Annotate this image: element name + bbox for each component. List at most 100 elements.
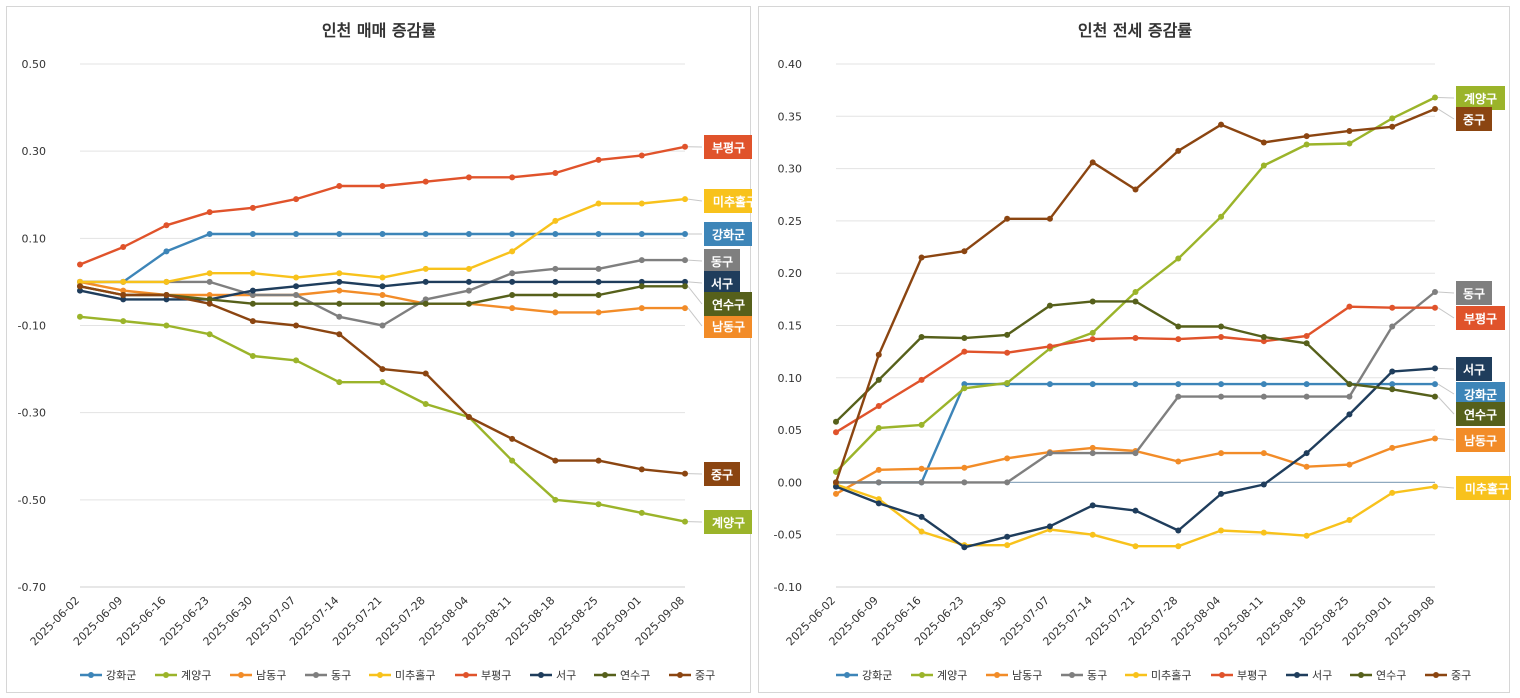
y-tick-label: 0.00 (778, 476, 803, 489)
series-end-label: 강화군 (1464, 387, 1497, 402)
y-tick-label: 0.40 (778, 58, 803, 71)
legend-swatch-dot (463, 672, 469, 678)
data-point (336, 379, 343, 386)
data-point (961, 385, 968, 392)
data-point (1046, 523, 1053, 530)
legend-swatch-dot (88, 672, 94, 678)
data-point (1432, 304, 1438, 311)
y-tick-label: 0.10 (22, 232, 47, 245)
data-point (1089, 444, 1096, 451)
y-tick-label: 0.30 (778, 163, 803, 176)
data-point (1303, 340, 1310, 347)
data-point (1175, 543, 1182, 550)
data-point (163, 291, 170, 298)
legend-swatch-dot (1219, 672, 1225, 678)
series-line-계양구 (79, 315, 686, 523)
data-point (1346, 303, 1353, 310)
series-end-label: 부평구 (1464, 312, 1497, 326)
data-point (249, 353, 256, 360)
data-point (336, 270, 343, 277)
data-point (552, 169, 559, 176)
data-point (1260, 338, 1267, 345)
data-point (206, 209, 213, 216)
data-point (961, 248, 968, 255)
data-point (163, 296, 170, 303)
data-point (552, 291, 559, 298)
legend-swatch-dot (1433, 672, 1439, 678)
data-point (379, 379, 386, 386)
series-end-label: 서구 (1463, 362, 1485, 377)
data-point (422, 230, 429, 237)
legend-swatch-dot (602, 672, 608, 678)
data-point (875, 351, 882, 358)
legend-swatch-dot (677, 672, 683, 678)
y-tick-label: 0.30 (22, 145, 47, 158)
data-point (249, 291, 256, 298)
data-point (1432, 94, 1438, 101)
data-point (77, 283, 83, 290)
data-point (638, 305, 645, 312)
data-point (1303, 381, 1310, 388)
data-point (595, 265, 602, 272)
label-connector (1437, 108, 1455, 120)
legend-label: 남동구 (1012, 669, 1042, 682)
data-point (1260, 481, 1267, 488)
data-point (509, 457, 516, 464)
data-point (293, 230, 300, 237)
data-point (1218, 393, 1225, 400)
data-point (249, 318, 256, 325)
data-point (1132, 289, 1139, 296)
sales-change-chart: 인천 매매 증감률 0.50 0.30 0.10 -0.10 -0.30 -0.50 -0.7… (18, 21, 752, 682)
legend-label: 부평구 (481, 669, 511, 682)
series-end-tag-중구 (1456, 107, 1492, 131)
legend-label: 부평구 (1237, 669, 1267, 682)
data-point (1046, 450, 1053, 457)
series-end-label: 동구 (1463, 287, 1485, 301)
legend-swatch-dot (163, 672, 169, 678)
data-point (833, 468, 839, 475)
series-end-tag-중구 (704, 462, 740, 486)
data-point (1218, 527, 1225, 534)
data-point (875, 466, 882, 473)
data-point (1218, 121, 1225, 128)
data-point (336, 300, 343, 307)
data-point (163, 322, 170, 329)
y-tick-label: 0.05 (778, 424, 803, 437)
data-point (1260, 393, 1267, 400)
legend-label: 동구 (1087, 669, 1107, 682)
data-point (961, 348, 968, 355)
label-connector (1437, 291, 1455, 294)
data-point (293, 322, 300, 329)
data-point (682, 518, 688, 525)
data-point (552, 278, 559, 285)
data-point (1303, 133, 1310, 140)
data-point (379, 183, 386, 190)
y-tick-label: -0.10 (18, 320, 46, 333)
data-point (918, 421, 925, 428)
data-point (120, 287, 127, 294)
data-point (379, 322, 386, 329)
data-point (1389, 115, 1396, 122)
data-point (1346, 517, 1353, 524)
series-end-label: 계양구 (712, 515, 745, 530)
data-point (1432, 393, 1438, 400)
data-point (1260, 529, 1267, 536)
data-point (1132, 186, 1139, 193)
data-point (1132, 381, 1139, 388)
series-end-tag-미추홀구 (704, 189, 752, 213)
data-point (379, 274, 386, 281)
data-point (293, 196, 300, 203)
y-tick-label: -0.70 (18, 581, 46, 594)
data-point (1303, 393, 1310, 400)
data-point (465, 300, 472, 307)
legend-label: 서구 (556, 669, 576, 682)
data-point (379, 300, 386, 307)
y-tick-label: 0.10 (778, 372, 803, 385)
data-point (120, 291, 127, 298)
data-point (465, 265, 472, 272)
data-point (638, 152, 645, 159)
legend-label: 미추홀구 (395, 669, 435, 682)
data-point (961, 544, 968, 551)
data-point (682, 230, 688, 237)
data-point (1175, 458, 1182, 465)
